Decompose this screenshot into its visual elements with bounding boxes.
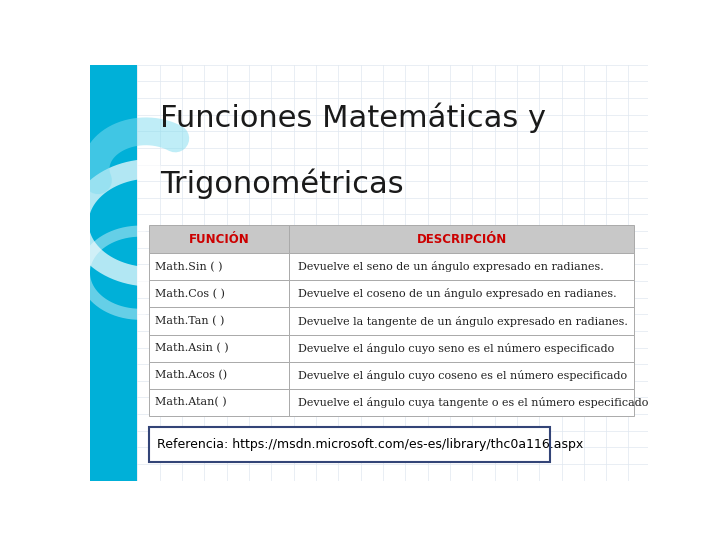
Bar: [148, 280, 289, 307]
Text: Devuelve el seno de un ángulo expresado en radianes.: Devuelve el seno de un ángulo expresado …: [298, 261, 603, 272]
Text: Math.Sin ( ): Math.Sin ( ): [156, 261, 222, 272]
Text: Math.Acos (): Math.Acos (): [156, 370, 228, 381]
Bar: [148, 335, 289, 362]
Text: Devuelve el coseno de un ángulo expresado en radianes.: Devuelve el coseno de un ángulo expresad…: [298, 288, 616, 299]
Bar: [289, 362, 634, 389]
Text: Referencia: https://msdn.microsoft.com/es-es/library/thc0a116.aspx: Referencia: https://msdn.microsoft.com/e…: [157, 438, 583, 451]
Text: Math.Tan ( ): Math.Tan ( ): [156, 316, 225, 326]
Text: Devuelve la tangente de un ángulo expresado en radianes.: Devuelve la tangente de un ángulo expres…: [298, 315, 628, 327]
Bar: [148, 307, 289, 335]
Text: Devuelve el ángulo cuyo coseno es el número especificado: Devuelve el ángulo cuyo coseno es el núm…: [298, 370, 627, 381]
Text: Math.Atan( ): Math.Atan( ): [156, 397, 227, 408]
Text: Math.Cos ( ): Math.Cos ( ): [156, 289, 225, 299]
Bar: [148, 225, 289, 253]
Text: Devuelve el ángulo cuya tangente o es el número especificado: Devuelve el ángulo cuya tangente o es el…: [298, 397, 648, 408]
Bar: [148, 427, 550, 462]
Text: Math.Asin ( ): Math.Asin ( ): [156, 343, 229, 353]
Text: Funciones Matemáticas y: Funciones Matemáticas y: [160, 102, 546, 133]
Text: Trigonométricas: Trigonométricas: [160, 168, 403, 199]
Text: Devuelve el ángulo cuyo seno es el número especificado: Devuelve el ángulo cuyo seno es el númer…: [298, 343, 614, 354]
Bar: [148, 362, 289, 389]
Bar: [289, 225, 634, 253]
Bar: [289, 389, 634, 416]
Bar: [289, 307, 634, 335]
Bar: [289, 280, 634, 307]
Bar: [148, 389, 289, 416]
Text: FUNCIÓN: FUNCIÓN: [189, 233, 249, 246]
Bar: [148, 253, 289, 280]
Bar: [289, 335, 634, 362]
Bar: [289, 253, 634, 280]
Text: DESCRIPCIÓN: DESCRIPCIÓN: [417, 233, 507, 246]
Bar: [90, 65, 138, 481]
